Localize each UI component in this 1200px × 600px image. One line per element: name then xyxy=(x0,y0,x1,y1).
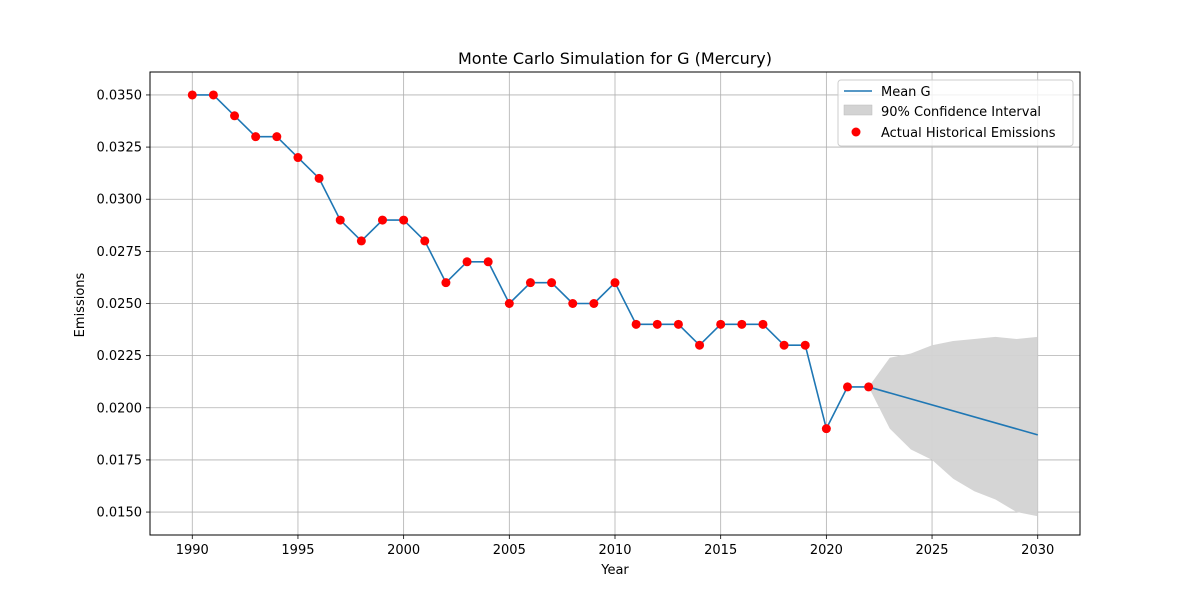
historical-emission-point xyxy=(272,132,282,142)
x-tick-label: 2020 xyxy=(810,543,843,558)
historical-emission-point xyxy=(716,319,726,329)
y-tick-label: 0.0250 xyxy=(97,297,143,312)
historical-emission-point xyxy=(758,319,768,329)
legend-frame xyxy=(837,79,1074,147)
historical-emission-point xyxy=(251,132,261,142)
historical-emission-point xyxy=(525,278,535,288)
historical-emission-point xyxy=(462,257,472,267)
y-tick-label: 0.0175 xyxy=(97,453,143,468)
legend-label-historical: Actual Historical Emissions xyxy=(881,126,1056,141)
historical-emission-point xyxy=(864,382,874,392)
historical-emission-point xyxy=(821,424,831,434)
legend-swatch-confidence-band xyxy=(843,104,873,116)
y-tick-label: 0.0350 xyxy=(97,88,143,103)
legend: Mean G 90% Confidence Interval Actual Hi… xyxy=(837,79,1074,147)
historical-points-layer xyxy=(187,90,874,434)
historical-emission-point xyxy=(483,257,493,267)
y-axis-label: Emissions xyxy=(73,272,88,337)
confidence-band-layer xyxy=(868,336,1038,517)
x-axis-ticks: 1990 1995 2000 2005 2010 2015 2020 2025 2030 xyxy=(176,535,1054,558)
historical-emission-point xyxy=(695,340,705,350)
y-tick-label: 0.0325 xyxy=(97,141,143,156)
x-tick-label: 2010 xyxy=(598,543,631,558)
historical-emission-point xyxy=(314,173,324,183)
historical-emission-point xyxy=(335,215,345,225)
y-tick-label: 0.0150 xyxy=(97,506,143,521)
historical-emission-point xyxy=(420,236,430,246)
historical-emission-point xyxy=(399,215,409,225)
historical-emission-point xyxy=(230,111,240,121)
historical-emission-point xyxy=(779,340,789,350)
y-tick-label: 0.0275 xyxy=(97,245,143,260)
x-tick-label: 2025 xyxy=(915,543,948,558)
chart-title: Monte Carlo Simulation for G (Mercury) xyxy=(458,49,772,68)
mean-g-line xyxy=(192,94,1038,436)
y-tick-label: 0.0225 xyxy=(97,349,143,364)
historical-emission-point xyxy=(737,319,747,329)
x-tick-label: 2005 xyxy=(493,543,526,558)
historical-emission-point xyxy=(610,278,620,288)
historical-emission-point xyxy=(843,382,852,392)
mean-line-layer xyxy=(192,94,1038,436)
y-axis-ticks: 0.0150 0.0175 0.0200 0.0225 0.0250 0.0275 0.03… xyxy=(97,88,150,521)
historical-emission-point xyxy=(589,299,599,308)
historical-emission-point xyxy=(293,153,303,163)
historical-emission-point xyxy=(547,278,557,288)
y-tick-label: 0.0200 xyxy=(97,401,143,416)
historical-emission-point xyxy=(356,236,366,246)
confidence-interval-band xyxy=(868,336,1038,517)
historical-emission-point xyxy=(187,90,197,100)
legend-swatch-historical-points xyxy=(851,127,861,137)
historical-emission-point xyxy=(800,340,810,350)
legend-label-mean: Mean G xyxy=(881,85,931,100)
y-tick-label: 0.0300 xyxy=(97,193,143,208)
historical-emission-point xyxy=(652,319,662,329)
historical-emission-point xyxy=(378,215,387,225)
historical-emission-point xyxy=(441,278,451,288)
x-tick-label: 2030 xyxy=(1021,543,1054,558)
legend-label-confidence: 90% Confidence Interval xyxy=(881,105,1041,120)
x-tick-label: 1990 xyxy=(176,543,209,558)
x-axis-label: Year xyxy=(600,563,629,578)
x-tick-label: 2000 xyxy=(387,543,420,558)
historical-emission-point xyxy=(504,299,514,308)
historical-emission-point xyxy=(208,90,218,100)
x-tick-label: 2015 xyxy=(704,543,737,558)
historical-emission-point xyxy=(631,319,641,329)
historical-emission-point xyxy=(673,319,683,329)
x-tick-label: 1995 xyxy=(281,543,314,558)
historical-emission-point xyxy=(568,299,578,308)
